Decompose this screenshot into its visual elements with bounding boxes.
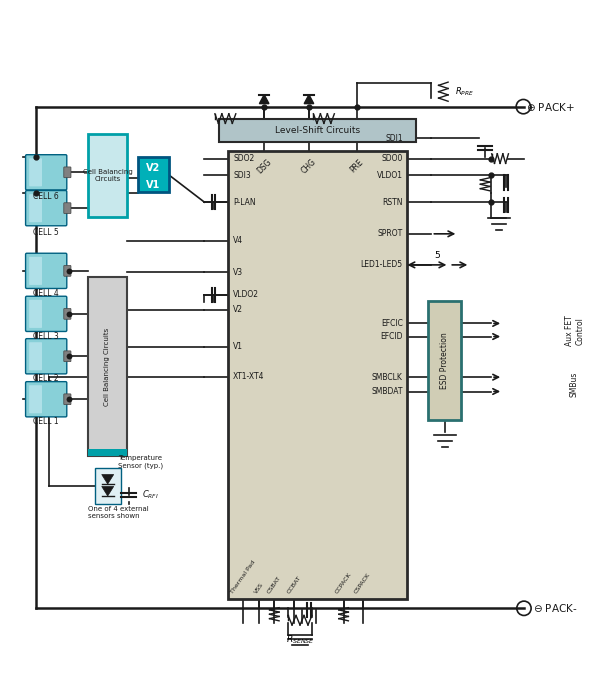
Text: SMBCLK: SMBCLK [372, 373, 403, 382]
Text: PRE: PRE [349, 158, 365, 174]
Text: CELL 6: CELL 6 [34, 192, 59, 201]
FancyBboxPatch shape [26, 190, 67, 226]
Text: $\ominus$ PACK-: $\ominus$ PACK- [533, 602, 578, 614]
Text: VLDO1: VLDO1 [377, 171, 403, 180]
FancyBboxPatch shape [88, 277, 127, 456]
Text: CELL 5: CELL 5 [34, 227, 59, 236]
Text: CHG: CHG [300, 158, 318, 176]
Text: Cell Balancing
Circuits: Cell Balancing Circuits [83, 169, 132, 182]
FancyBboxPatch shape [64, 394, 71, 405]
Text: V4: V4 [233, 236, 243, 245]
Text: $R_{SENSE}$: $R_{SENSE}$ [286, 634, 314, 646]
FancyBboxPatch shape [64, 309, 71, 319]
Text: CCPACK: CCPACK [334, 572, 353, 595]
Text: CSPACK: CSPACK [354, 572, 371, 595]
Text: SMBDAT: SMBDAT [371, 387, 403, 396]
FancyBboxPatch shape [229, 151, 407, 599]
FancyBboxPatch shape [26, 253, 67, 289]
Text: EFCIC: EFCIC [381, 319, 403, 328]
FancyBboxPatch shape [26, 155, 67, 190]
Text: V1: V1 [233, 342, 243, 351]
Text: SPROT: SPROT [377, 229, 403, 238]
Text: SDO2: SDO2 [233, 154, 254, 163]
FancyBboxPatch shape [88, 449, 127, 456]
FancyBboxPatch shape [29, 385, 42, 413]
Polygon shape [304, 95, 314, 104]
Text: CSBAT: CSBAT [266, 575, 282, 595]
Text: CELL 3: CELL 3 [34, 332, 59, 341]
Text: V2: V2 [233, 305, 243, 314]
FancyBboxPatch shape [64, 351, 71, 362]
Text: SDI3: SDI3 [233, 171, 251, 180]
Text: RSTN: RSTN [382, 198, 403, 207]
FancyBboxPatch shape [29, 194, 42, 222]
Text: $\oplus$ PACK+: $\oplus$ PACK+ [526, 100, 575, 113]
Text: Level-Shift Circuits: Level-Shift Circuits [275, 126, 361, 135]
FancyBboxPatch shape [26, 296, 67, 332]
Text: $R_{PRE}$: $R_{PRE}$ [455, 86, 475, 98]
FancyBboxPatch shape [26, 339, 67, 374]
Text: VSS: VSS [254, 582, 265, 595]
Text: Aux FET
Control: Aux FET Control [565, 315, 584, 346]
FancyBboxPatch shape [64, 203, 71, 213]
FancyBboxPatch shape [88, 134, 127, 217]
FancyBboxPatch shape [137, 158, 169, 192]
Text: SDI1: SDI1 [385, 134, 403, 143]
FancyBboxPatch shape [220, 118, 416, 142]
FancyBboxPatch shape [29, 256, 42, 285]
Text: V2: V2 [146, 163, 160, 173]
FancyBboxPatch shape [29, 342, 42, 370]
Text: LED1-LED5: LED1-LED5 [361, 261, 403, 269]
FancyBboxPatch shape [64, 167, 71, 178]
Text: P-LAN: P-LAN [233, 198, 256, 207]
Text: VLDO2: VLDO2 [233, 290, 259, 299]
Text: XT1-XT4: XT1-XT4 [233, 372, 265, 381]
Text: V1: V1 [146, 180, 160, 190]
Text: SDO0: SDO0 [382, 154, 403, 163]
Text: CELL 4: CELL 4 [34, 289, 59, 298]
Text: EFCID: EFCID [380, 332, 403, 341]
Text: 5: 5 [434, 251, 440, 260]
FancyBboxPatch shape [29, 300, 42, 328]
Polygon shape [102, 475, 113, 484]
Text: DSG: DSG [255, 158, 273, 176]
Text: $C_{RFI}$: $C_{RFI}$ [142, 489, 158, 501]
Text: Thermal Pad: Thermal Pad [230, 560, 257, 595]
Text: Temperature
Sensor (typ.): Temperature Sensor (typ.) [118, 455, 163, 468]
FancyBboxPatch shape [95, 468, 121, 504]
Text: Cell Balancing Circuits: Cell Balancing Circuits [104, 328, 110, 406]
Text: CELL 2: CELL 2 [34, 374, 59, 383]
Polygon shape [259, 95, 269, 104]
Text: SMBus: SMBus [569, 372, 578, 397]
Polygon shape [102, 487, 113, 496]
Text: CELL 1: CELL 1 [34, 418, 59, 427]
Text: V3: V3 [233, 268, 243, 277]
FancyBboxPatch shape [64, 266, 71, 276]
FancyBboxPatch shape [428, 300, 461, 420]
Text: ESD Protection: ESD Protection [440, 332, 449, 389]
Text: One of 4 external
sensors shown: One of 4 external sensors shown [88, 506, 149, 519]
FancyBboxPatch shape [26, 382, 67, 417]
FancyBboxPatch shape [29, 158, 42, 186]
Text: CCBAT: CCBAT [286, 575, 302, 595]
